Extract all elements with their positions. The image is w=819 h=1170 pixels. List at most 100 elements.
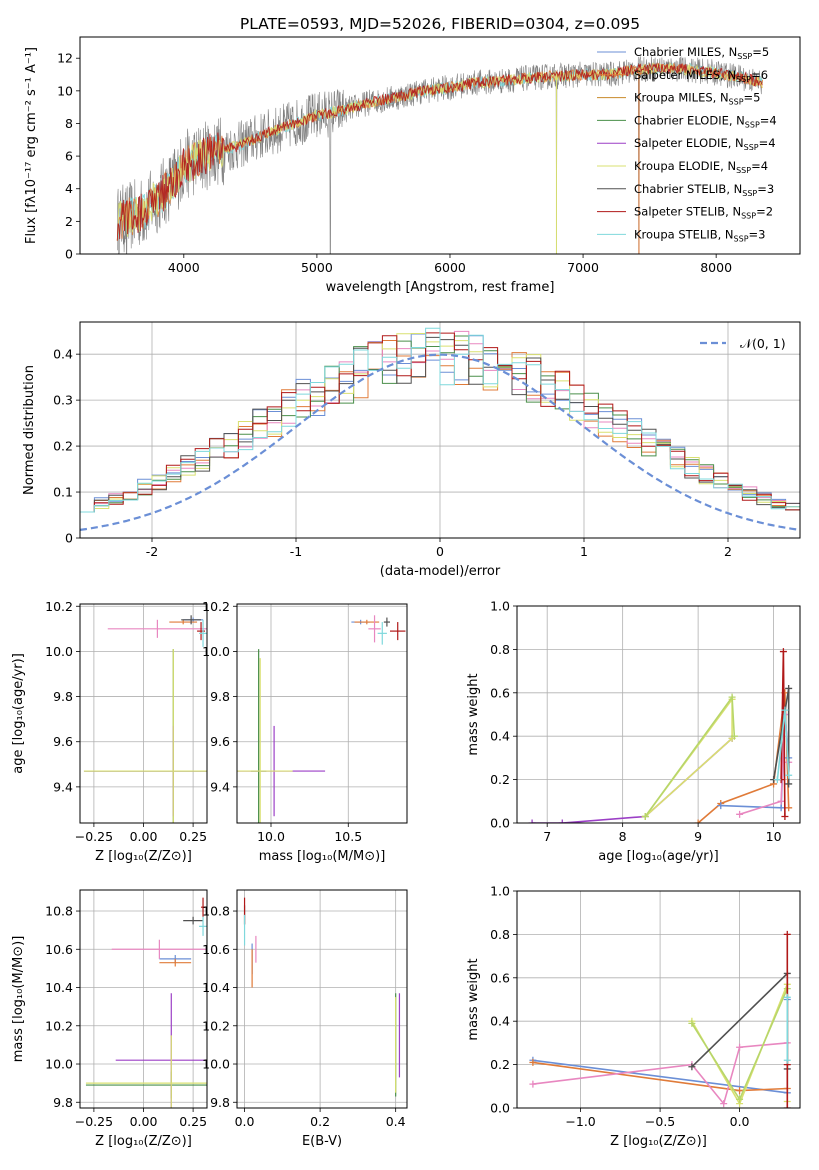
spectrum-legend-name-8: Kroupa STELIB, N [634, 227, 734, 241]
mass_weight_vs_Z-ytick-label-2: 0.4 [490, 1014, 510, 1029]
mass_vs_Z-ytick-label-2: 10.2 [45, 1018, 73, 1033]
mass_weight_vs_Z-xtick-label-1: −0.5 [645, 1114, 675, 1129]
mass_vs_Z-ylabel: mass [log₁₀(M/M⊙)] [11, 936, 26, 1063]
mass_weight_vs_Z-marker-6-2 [783, 1104, 791, 1108]
mass_weight_vs_age-marker-6-1 [779, 648, 787, 656]
spectrum-ytick-label-3: 6 [65, 149, 73, 164]
mass_vs_Z-xtick-label-1: 0.00 [130, 1114, 158, 1129]
mass_weight_vs_age-xtick-label-3: 10 [766, 829, 782, 844]
mass_weight_vs_Z-marker-7-1 [783, 993, 791, 1001]
residuals-frame [79, 321, 801, 539]
spectrum-legend-n-2: =5 [744, 91, 761, 105]
spectrum-legend-n-7: =2 [756, 205, 773, 219]
mass_vs_EBV-xtick-label-0: 0.0 [235, 1114, 255, 1129]
age_vs_mass-ytick-label-0: 9.4 [210, 779, 230, 794]
residuals-ylabel: Normed distribution [22, 365, 37, 495]
mass_weight_vs_Z-marker-4-1 [736, 1095, 744, 1103]
mass_weight_vs_age-ytick-label-0: 0.0 [490, 816, 510, 831]
age_vs_Z-xtick-label-0: −0.25 [75, 829, 113, 844]
mass_weight_vs_Z-marker-2-2 [720, 1100, 728, 1108]
age_vs_Z-frame [79, 603, 208, 824]
spectrum-legend-label-2: Kroupa MILES, NSSP=5 [634, 91, 760, 107]
mass_weight_vs_age-marker-2-0 [641, 812, 649, 820]
spectrum-legend-sub-5: SSP [736, 166, 751, 175]
mass_vs_Z-plot-area [80, 890, 207, 1108]
age_vs_Z-xtick-label-2: 0.25 [179, 829, 207, 844]
spectrum-xtick-label-1: 5000 [301, 260, 333, 275]
spectrum-legend-name-7: Salpeter STELIB, N [634, 205, 741, 219]
mass_weight_vs_age-ytick-label-5: 1.0 [490, 599, 510, 614]
spectrum-ylabel: Flux [fλ10⁻¹⁷ erg cm⁻² s⁻¹ A⁻¹] [24, 47, 39, 244]
age_vs_mass-ytick-label-1: 9.6 [210, 734, 230, 749]
mass_vs_EBV-frame [236, 889, 408, 1109]
age_vs_Z-xlabel: Z [log₁₀(Z/Z⊙)] [95, 849, 192, 864]
mass_vs_EBV-xtick-label-2: 0.4 [386, 1114, 406, 1129]
age_vs_Z-xtick-label-1: 0.00 [130, 829, 158, 844]
age_vs_Z-plot-area [80, 604, 207, 823]
mass_weight_vs_age-marker-5-0 [736, 810, 744, 818]
age_vs_mass-panel: 10.0 10.5 9.4 9.6 9.8 10.0 10.2 mass [log₁₀(M/M… [202, 599, 408, 864]
residuals-panel: -2 -1 0 1 2 0 0.1 0.2 0.3 0.4 (data-model)/error No… [22, 321, 801, 579]
spectrum-xtick-label-4: 8000 [700, 260, 732, 275]
spectrum-plot-area [116, 56, 763, 254]
spectrum-legend-n-3: =4 [760, 113, 777, 127]
spectrum-legend-label-8: Kroupa STELIB, NSSP=3 [634, 227, 765, 243]
age_vs_mass-ytick-label-2: 9.8 [210, 689, 230, 704]
spectrum-legend-name-3: Chabrier ELODIE, N [634, 113, 745, 127]
mass_weight_vs_age-ytick-label-2: 0.4 [490, 729, 510, 744]
mass_weight_vs_Z-marker-7-0 [783, 1056, 791, 1064]
age_vs_Z-ytick-label-4: 10.2 [45, 599, 73, 614]
mass_weight_vs_Z-ytick-label-5: 1.0 [490, 884, 510, 899]
normal-reference-curve [80, 353, 800, 531]
spectrum-xtick-label-3: 7000 [567, 260, 599, 275]
mass_weight_vs_age-marker-0-0 [528, 819, 536, 823]
age_vs_Z-ylabel: age [log₁₀(age/yr)] [11, 653, 26, 774]
mass_weight_vs_Z-ytick-label-1: 0.2 [490, 1057, 510, 1072]
spectrum-legend-sub-7: SSP [741, 212, 756, 221]
spectrum-legend-name-6: Chabrier STELIB, N [634, 182, 742, 196]
mass_vs_EBV-ytick-label-0: 9.8 [210, 1095, 230, 1110]
spectrum-legend-n-1: =6 [751, 68, 768, 82]
residuals-ytick-label-4: 0.4 [53, 347, 73, 362]
spectrum-frame [79, 36, 801, 255]
mass_vs_EBV-xlabel: E(B-V) [302, 1134, 342, 1149]
residuals-xtick-label-0: -2 [146, 544, 158, 559]
spectrum-legend-n-8: =3 [749, 227, 766, 241]
mass_weight_vs_age-plot-area [517, 606, 800, 823]
mass_weight_vs_Z-marker-6-1 [783, 930, 791, 938]
spectrum-ytick-label-4: 8 [65, 116, 73, 131]
mass_weight_vs_age-marker-2-2 [730, 732, 738, 740]
figure-title: PLATE=0593, MJD=52026, FIBERID=0304, z=0… [240, 15, 640, 33]
age_vs_mass-xtick-label-0: 10.0 [257, 829, 285, 844]
mass_weight_vs_age-marker-7-2 [785, 780, 793, 788]
spectrum-panel: 4000 5000 6000 7000 8000 0 2 4 6 8 10 12 wavelength … [24, 36, 801, 295]
residuals-xtick-label-2: 0 [436, 544, 444, 559]
mass_vs_EBV-ytick-label-1: 10.0 [202, 1057, 230, 1072]
mass_weight_vs_age-marker-4-0 [717, 802, 725, 810]
mass_weight_vs_age-marker-3-4 [785, 804, 793, 812]
spectrum-legend-label-7: Salpeter STELIB, NSSP=2 [634, 205, 773, 221]
histogram-step-7 [80, 327, 800, 513]
age_vs_mass-xtick-label-1: 10.5 [334, 829, 362, 844]
mass_vs_Z-xtick-label-0: −0.25 [75, 1114, 113, 1129]
spectrum-legend-sub-4: SSP [744, 143, 759, 152]
spectrum-ytick-label-6: 12 [57, 51, 73, 66]
age_vs_mass-ytick-label-4: 10.2 [202, 599, 230, 614]
spectrum-legend-label-4: Salpeter ELODIE, NSSP=4 [634, 136, 776, 152]
residuals-xlabel: (data-model)/error [380, 564, 501, 579]
mass_weight_vs_Z-ytick-label-3: 0.6 [490, 970, 510, 985]
spectrum-legend-n-4: =4 [759, 136, 776, 150]
mass_vs_Z-ytick-label-0: 9.8 [53, 1095, 73, 1110]
spectrum-xlabel: wavelength [Angstrom, rest frame] [326, 280, 555, 295]
spectrum-legend-name-2: Kroupa MILES, N [634, 91, 729, 105]
residuals-xtick-label-1: -1 [290, 544, 302, 559]
age_vs_mass-xlabel: mass [log₁₀(M/M⊙)] [259, 849, 386, 864]
spectrum-legend-label-6: Chabrier STELIB, NSSP=3 [634, 182, 774, 198]
residuals-xtick-label-3: 1 [580, 544, 588, 559]
mass_vs_EBV-xtick-label-1: 0.2 [310, 1114, 330, 1129]
mass_weight_vs_age-marker-5-1 [777, 797, 785, 805]
spectrum-legend-name-4: Salpeter ELODIE, N [634, 136, 744, 150]
mass_vs_Z-ytick-label-4: 10.6 [45, 942, 73, 957]
